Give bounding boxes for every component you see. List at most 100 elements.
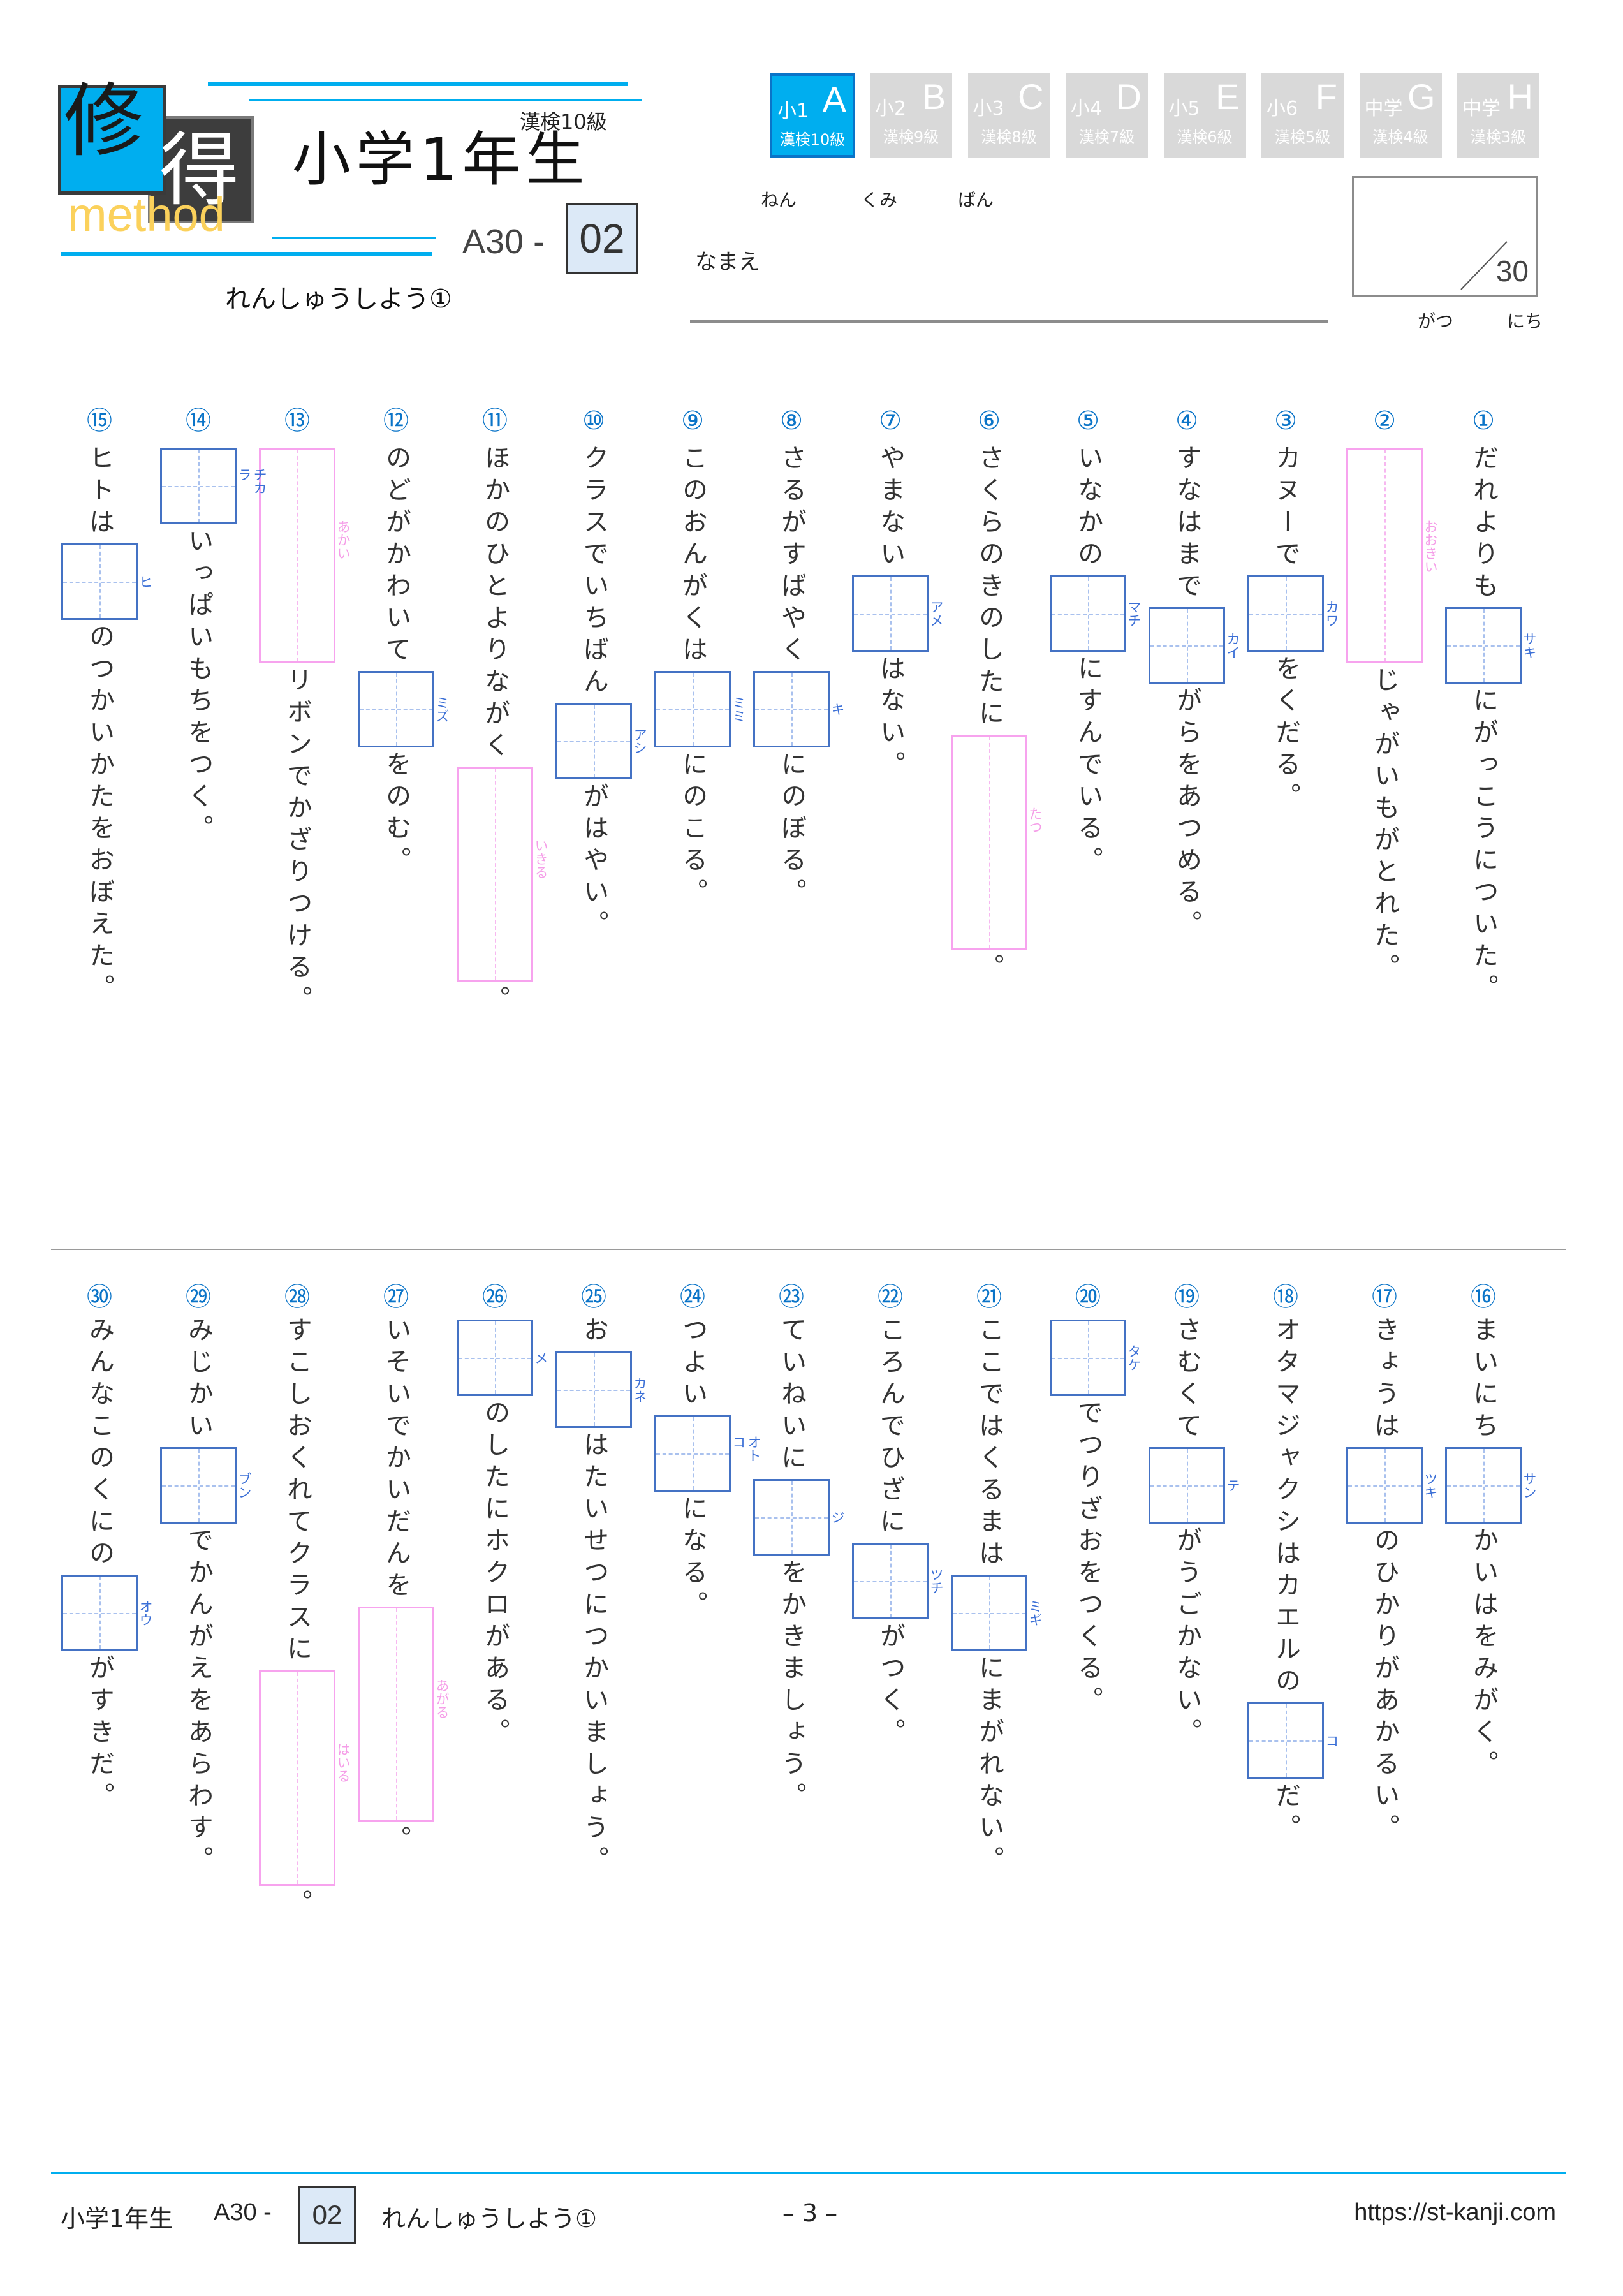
kanji-answer-box[interactable]: ヒ: [61, 543, 153, 620]
tab-kanken-level: 漢検6級: [1177, 128, 1233, 146]
question-text: をのむ。: [381, 751, 411, 878]
kanji-answer-box[interactable]: ジ: [753, 1479, 845, 1556]
kanji-answer-box[interactable]: アシ: [555, 703, 647, 779]
level-tab-b[interactable]: 小2 B 漢検9級: [870, 73, 952, 158]
question-text: ヒトは: [85, 445, 114, 540]
kanji-answer-box[interactable]: ツキ: [1346, 1447, 1438, 1524]
tab-grade: 中学: [1364, 98, 1403, 120]
question-text: いっぱいもちをつく。: [184, 527, 213, 846]
kanji-okurigana-answer-box[interactable]: おおきい: [1346, 448, 1438, 663]
question-number: ⑧: [780, 406, 803, 436]
page-title: 小学1年生: [292, 126, 590, 194]
name-field[interactable]: [690, 320, 1328, 323]
question-number: ㉚: [87, 1283, 112, 1312]
kanji-okurigana-answer-box[interactable]: はいる: [259, 1670, 351, 1886]
question-number: ㉙: [186, 1283, 211, 1312]
guide-line-horizontal: [953, 1613, 1025, 1614]
kanji-answer-box[interactable]: オトコ: [654, 1415, 761, 1492]
kanji-okurigana-answer-box[interactable]: いきる: [457, 767, 548, 982]
question-text: オタマジャクシはカエルの: [1271, 1316, 1300, 1699]
kanji-okurigana-answer-box[interactable]: あがる: [358, 1607, 450, 1822]
kanji-okurigana-answer-box[interactable]: あかい: [259, 448, 351, 663]
question-number: ③: [1274, 406, 1297, 436]
worksheet-subtitle: れんしゅうしよう①: [225, 284, 452, 314]
guide-line-horizontal: [1150, 1485, 1223, 1487]
kanji-answer-box[interactable]: タケ: [1050, 1320, 1142, 1396]
guide-line-horizontal: [1348, 1485, 1421, 1487]
question-number: ⑮: [87, 406, 112, 436]
page-number: – 3 –: [782, 2199, 838, 2227]
question-text: カヌーで: [1271, 445, 1300, 572]
kanji-answer-box[interactable]: キ: [753, 671, 845, 747]
kanji-answer-box[interactable]: カネ: [555, 1351, 647, 1428]
reading-hint: ジ: [830, 1510, 845, 1524]
question-7: ⑦ やまない アメ はない。: [852, 407, 944, 783]
question-number: ⑨: [681, 406, 704, 436]
kanji-answer-box[interactable]: カワ: [1247, 575, 1339, 652]
question-number: ⑫: [383, 406, 409, 436]
section-divider: [51, 1249, 1566, 1250]
kanji-answer-box[interactable]: コ: [1247, 1702, 1339, 1779]
question-16: ⑯ まいにち サン かいはをみがく。: [1445, 1283, 1537, 1782]
kanji-answer-box[interactable]: メ: [457, 1320, 548, 1396]
kanji-answer-box[interactable]: ミズ: [358, 671, 450, 747]
level-tab-e[interactable]: 小5 E 漢検6級: [1163, 73, 1246, 158]
kanji-answer-box[interactable]: ブン: [160, 1447, 252, 1524]
score-box[interactable]: 30: [1352, 176, 1538, 297]
kanji-answer-box[interactable]: オウ: [61, 1575, 153, 1651]
reading-hint: カイ: [1225, 632, 1240, 659]
kanji-okurigana-answer-box[interactable]: たつ: [951, 735, 1043, 950]
reading-hint: あかい: [335, 520, 351, 560]
tab-grade: 小3: [973, 98, 1004, 120]
level-tab-g[interactable]: 中学 G 漢検4級: [1359, 73, 1442, 158]
guide-line-horizontal: [854, 1581, 927, 1582]
question-3: ③ カヌーで カワ をくだる。: [1247, 406, 1339, 814]
kanji-answer-box[interactable]: アメ: [852, 575, 944, 652]
kanji-answer-box[interactable]: ミギ: [951, 1575, 1043, 1651]
reading-hint: アメ: [929, 600, 944, 627]
reading-hint: カワ: [1324, 600, 1339, 627]
kanji-answer-box[interactable]: マチ: [1050, 575, 1142, 652]
tab-grade: 小5: [1168, 98, 1200, 120]
site-url-link[interactable]: https://st-kanji.com: [1354, 2199, 1556, 2226]
question-text: でつりざおをつくる。: [1073, 1399, 1103, 1718]
level-tab-f[interactable]: 小6 F 漢検5級: [1261, 73, 1344, 158]
logo-kanji-shu: 修: [64, 75, 143, 168]
kanji-answer-box[interactable]: ミミ: [654, 671, 746, 747]
kanji-answer-box[interactable]: カイ: [1149, 607, 1240, 684]
question-text: ここではくるまは: [974, 1316, 1004, 1571]
kanji-answer-box[interactable]: サン: [1445, 1447, 1537, 1524]
kanji-answer-box[interactable]: テ: [1149, 1447, 1240, 1524]
question-number: ㉗: [383, 1283, 409, 1312]
guide-line-horizontal: [656, 1453, 729, 1455]
kanji-answer-box[interactable]: サキ: [1445, 607, 1537, 684]
question-text: お: [579, 1316, 608, 1348]
guide-line-horizontal: [755, 1517, 828, 1519]
guide-line-horizontal: [63, 582, 136, 583]
tab-letter: E: [1215, 77, 1240, 117]
question-text: がつく。: [876, 1623, 905, 1750]
question-number: ⑤: [1076, 406, 1099, 436]
question-text: のつかいかたをおぼえた。: [85, 623, 114, 1006]
kanji-answer-box[interactable]: ツチ: [852, 1543, 944, 1619]
reading-hint: タケ: [1126, 1344, 1142, 1371]
level-tab-h[interactable]: 中学 H 漢検3級: [1457, 73, 1539, 158]
question-text: がうごかない。: [1172, 1527, 1201, 1750]
question-text: すなはまで: [1172, 445, 1201, 604]
question-text: ほかのひとよりながく: [480, 445, 510, 763]
question-number: ㉘: [284, 1283, 310, 1312]
year-label: ねん: [761, 189, 797, 210]
level-tab-d[interactable]: 小4 D 漢検7級: [1066, 73, 1148, 158]
question-text: をかきましょう。: [777, 1559, 806, 1814]
question-text: すこしおくれてクラスに: [283, 1316, 312, 1667]
header-line: [249, 99, 642, 101]
level-tab-c[interactable]: 小3 C 漢検8級: [967, 73, 1050, 158]
level-tab-a[interactable]: 小1 A 漢検10級: [770, 73, 855, 158]
kanji-answer-box[interactable]: チカラ: [160, 448, 267, 524]
reading-hint: テ: [1225, 1478, 1240, 1492]
question-text: にすんでいる。: [1073, 655, 1103, 878]
month-label: がつ: [1418, 311, 1454, 332]
question-text: まいにち: [1469, 1316, 1498, 1444]
